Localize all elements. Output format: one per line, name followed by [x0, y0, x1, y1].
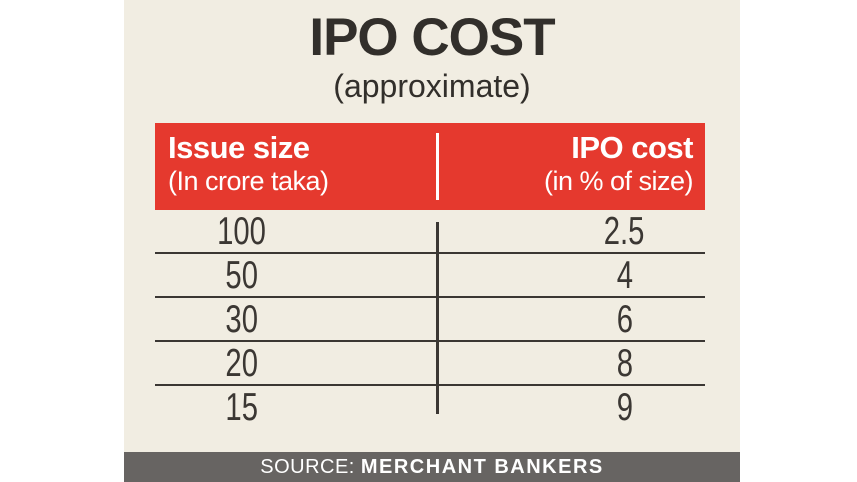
infographic-panel: IPO COST (approximate) Issue size (In cr…: [124, 0, 740, 482]
issue-size-value: 30: [225, 298, 258, 341]
column-header-ipo-cost: IPO cost (in % of size): [544, 123, 705, 210]
source-name: MERCHANT BANKERS: [360, 456, 604, 478]
issue-size-label: Issue size: [168, 130, 310, 165]
ipo-cost-table: Issue size (In crore taka) IPO cost (in …: [155, 123, 705, 430]
issue-size-cell: 20: [171, 342, 312, 386]
source-prefix: SOURCE:: [260, 456, 355, 478]
issue-size-value: 100: [217, 210, 266, 253]
ipo-cost-cell: 6: [554, 298, 695, 342]
issue-size-value: 20: [225, 342, 258, 385]
table-body: 100 2.5 50 4 30 6 20 8 15 9: [155, 210, 705, 430]
issue-size-cell: 50: [171, 254, 312, 298]
chart-subtitle: (approximate): [333, 68, 531, 104]
issue-size-value: 15: [225, 386, 258, 429]
issue-size-cell: 15: [171, 386, 312, 430]
ipo-cost-cell: 4: [554, 254, 695, 298]
ipo-cost-value: 6: [616, 298, 633, 341]
issue-size-value: 50: [225, 254, 258, 297]
issue-size-cell: 30: [171, 298, 312, 342]
table-row: 50 4: [155, 254, 705, 298]
table-header: Issue size (In crore taka) IPO cost (in …: [155, 123, 705, 210]
table-row: 15 9: [155, 386, 705, 430]
table-row: 30 6: [155, 298, 705, 342]
ipo-cost-cell: 2.5: [554, 210, 695, 254]
issue-size-unit: (In crore taka): [168, 165, 329, 196]
ipo-cost-value: 8: [616, 342, 633, 385]
issue-size-cell: 100: [171, 210, 312, 254]
ipo-cost-cell: 9: [554, 386, 695, 430]
ipo-cost-value: 9: [616, 386, 633, 429]
ipo-cost-label: IPO cost: [571, 130, 693, 165]
ipo-cost-cell: 8: [554, 342, 695, 386]
ipo-cost-value: 2.5: [604, 210, 645, 253]
source-bar: SOURCE: MERCHANT BANKERS: [124, 452, 740, 482]
table-row: 20 8: [155, 342, 705, 386]
ipo-cost-value: 4: [616, 254, 633, 297]
column-divider-line: [436, 222, 439, 414]
header-divider-line: [436, 133, 439, 200]
chart-title: IPO COST: [309, 8, 555, 67]
column-header-issue-size: Issue size (In crore taka): [155, 123, 329, 210]
table-row: 100 2.5: [155, 210, 705, 254]
ipo-cost-unit: (in % of size): [543, 165, 694, 196]
